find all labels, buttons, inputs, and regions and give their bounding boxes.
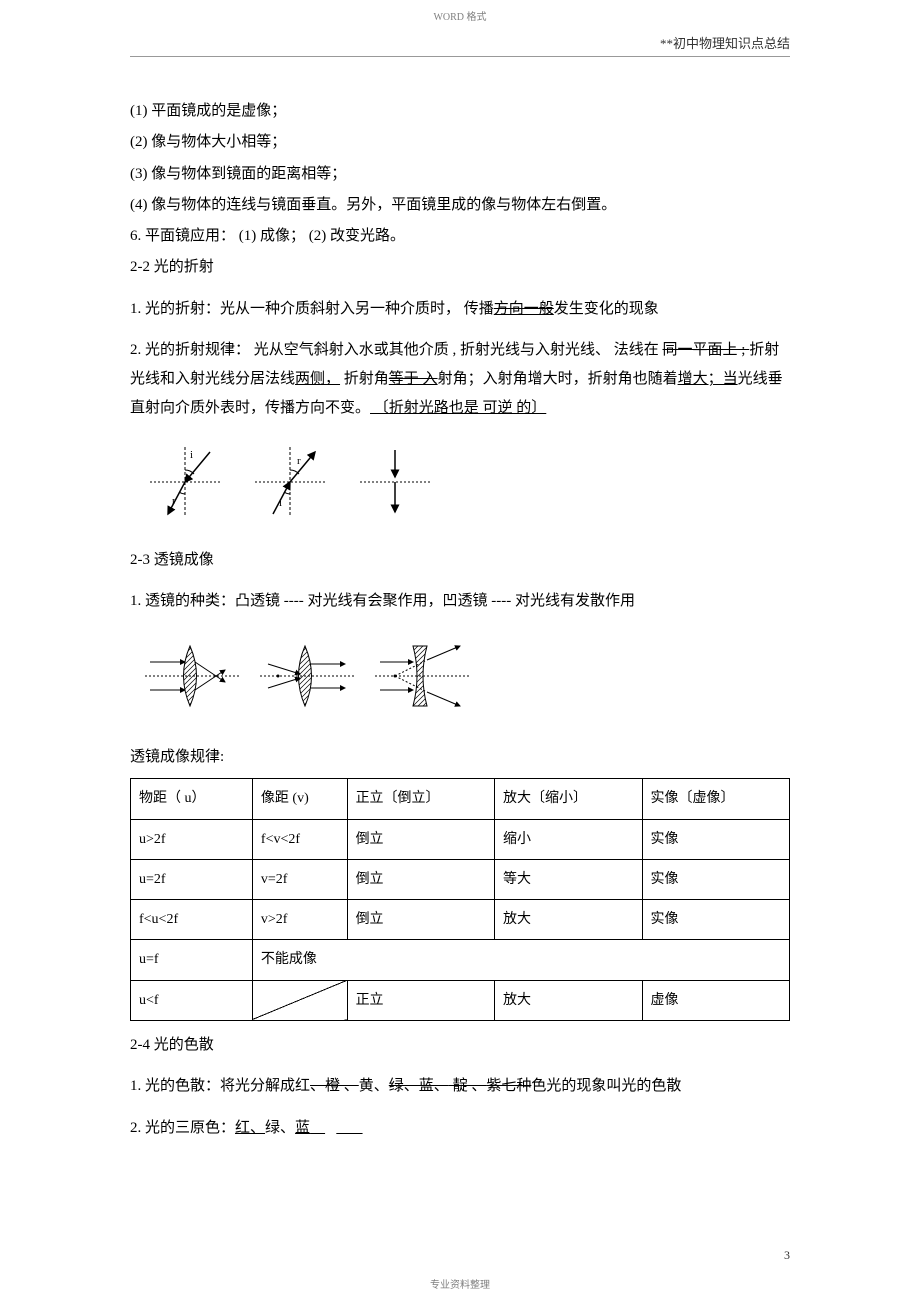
text-run: 色光的现象叫光的色散 (531, 1078, 681, 1094)
text-run: 折射角 (340, 371, 389, 387)
paragraph: 1. 光的折射：光从一种介质斜射入另一种介质时， 传播方向一般发生变化的现象 (130, 295, 790, 324)
text-run: 黄、 (359, 1078, 389, 1094)
paragraph: (4) 像与物体的连线与镜面垂直。另外，平面镜里成的像与物体左右倒置。 (130, 191, 790, 220)
text-run-underline: 蓝 (295, 1120, 310, 1136)
table-header-row: 物距（ u） 像距 (v) 正立〔倒立〕 放大〔缩小〕 实像〔虚像〕 (131, 779, 790, 819)
table-caption: 透镜成像规律: (130, 743, 790, 772)
table-cell: 实像 (642, 859, 790, 899)
table-header-cell: 实像〔虚像〕 (642, 779, 790, 819)
table-row: u=2f v=2f 倒立 等大 实像 (131, 859, 790, 899)
paragraph: (2) 像与物体大小相等； (130, 128, 790, 157)
paragraph: 2. 光的折射规律： 光从空气斜射入水或其他介质 , 折射光线与入射光线、 法线… (130, 336, 790, 424)
table-cell-diagonal (252, 980, 347, 1020)
text-run: 2. 光的三原色： (130, 1120, 235, 1136)
text-run-underline: 红、 (235, 1120, 265, 1136)
angle-label-i: i (190, 449, 193, 461)
lens-diagram (130, 634, 790, 719)
table-row: f<u<2f v>2f 倒立 放大 实像 (131, 900, 790, 940)
text-run-strike: 绿、蓝、 (389, 1078, 449, 1094)
table-cell: f<v<2f (252, 819, 347, 859)
table-cell: u=f (131, 940, 253, 980)
header-divider (130, 56, 790, 57)
text-run-underline: 两侧， (295, 371, 340, 387)
paragraph: (1) 平面镜成的是虚像； (130, 97, 790, 126)
text-run-strike: 、橙 、 (310, 1078, 359, 1094)
paragraph: 6. 平面镜应用： (1) 成像； (2) 改变光路。 (130, 222, 790, 251)
table-cell: 放大 (495, 980, 642, 1020)
header-format-label: WORD 格式 (130, 0, 790, 23)
section-heading: 2-2 光的折射 (130, 253, 790, 282)
header-title: **初中物理知识点总结 (130, 33, 790, 52)
table-cell: 放大 (495, 900, 642, 940)
table-cell: 不能成像 (252, 940, 789, 980)
table-cell: v=2f (252, 859, 347, 899)
table-cell: u<f (131, 980, 253, 1020)
page-footer: 专业资料整理 (0, 1276, 920, 1291)
table-cell: u=2f (131, 859, 253, 899)
text-run: 2. 光的折射规律： 光从空气斜射入水或其他介质 , 折射光线与入射光线、 法线… (130, 342, 659, 358)
text-run: 1. 光的色散：将光分解成红 (130, 1078, 310, 1094)
angle-label-r: r (297, 455, 301, 467)
text-run-underline: 〔折射光路也是 可逆 的〕 (370, 400, 546, 416)
table-row: u=f 不能成像 (131, 940, 790, 980)
table-row: u>2f f<v<2f 倒立 缩小 实像 (131, 819, 790, 859)
text-run: 绿、 (265, 1120, 295, 1136)
paragraph: (3) 像与物体到镜面的距离相等； (130, 160, 790, 189)
section-heading: 2-3 透镜成像 (130, 546, 790, 575)
paragraph: 2. 光的三原色：红、绿、蓝 (130, 1114, 790, 1143)
text-run: 1. 光的折射：光从一种介质斜射入另一种介质时， 传播 (130, 301, 494, 317)
table-row: u<f 正立 放大 虚像 (131, 980, 790, 1020)
table-cell: 倒立 (347, 859, 494, 899)
table-cell: 倒立 (347, 819, 494, 859)
page-number: 3 (784, 1248, 790, 1263)
text-run-underline (310, 1120, 325, 1136)
text-run-strike: 方向一般 (494, 301, 554, 317)
table-header-cell: 像距 (v) (252, 779, 347, 819)
text-run-strike: 同一平面上 ; (663, 342, 750, 358)
table-cell: 实像 (642, 819, 790, 859)
document-body: (1) 平面镜成的是虚像； (2) 像与物体大小相等； (3) 像与物体到镜面的… (130, 97, 790, 1143)
text-run-underline (336, 1120, 362, 1136)
paragraph: 1. 光的色散：将光分解成红、橙 、黄、绿、蓝、 靛 、紫七种色光的现象叫光的色… (130, 1072, 790, 1101)
table-cell: 缩小 (495, 819, 642, 859)
table-cell: 实像 (642, 900, 790, 940)
text-run-strike: 紫七种 (486, 1078, 531, 1094)
text-run: 发生变化的现象 (554, 301, 659, 317)
table-cell: u>2f (131, 819, 253, 859)
table-header-cell: 正立〔倒立〕 (347, 779, 494, 819)
angle-label-i: i (279, 497, 282, 509)
text-run-underline: 增大；当 (678, 371, 738, 387)
table-cell: v>2f (252, 900, 347, 940)
table-cell: 等大 (495, 859, 642, 899)
refraction-diagram: i r r i (130, 442, 790, 522)
text-run: 射角；入射角增大时，折射角也随着 (438, 371, 678, 387)
angle-label-r: r (172, 495, 176, 507)
section-heading: 2-4 光的色散 (130, 1031, 790, 1060)
table-cell: f<u<2f (131, 900, 253, 940)
table-cell: 倒立 (347, 900, 494, 940)
table-header-cell: 放大〔缩小〕 (495, 779, 642, 819)
table-header-cell: 物距（ u） (131, 779, 253, 819)
table-cell: 虚像 (642, 980, 790, 1020)
text-run-strike: 靛 、 (449, 1078, 487, 1094)
table-cell: 正立 (347, 980, 494, 1020)
lens-imaging-table: 物距（ u） 像距 (v) 正立〔倒立〕 放大〔缩小〕 实像〔虚像〕 u>2f … (130, 778, 790, 1021)
text-run-strike: 等于 入 (389, 371, 438, 387)
paragraph: 1. 透镜的种类：凸透镜 ---- 对光线有会聚作用，凹透镜 ---- 对光线有… (130, 587, 790, 616)
